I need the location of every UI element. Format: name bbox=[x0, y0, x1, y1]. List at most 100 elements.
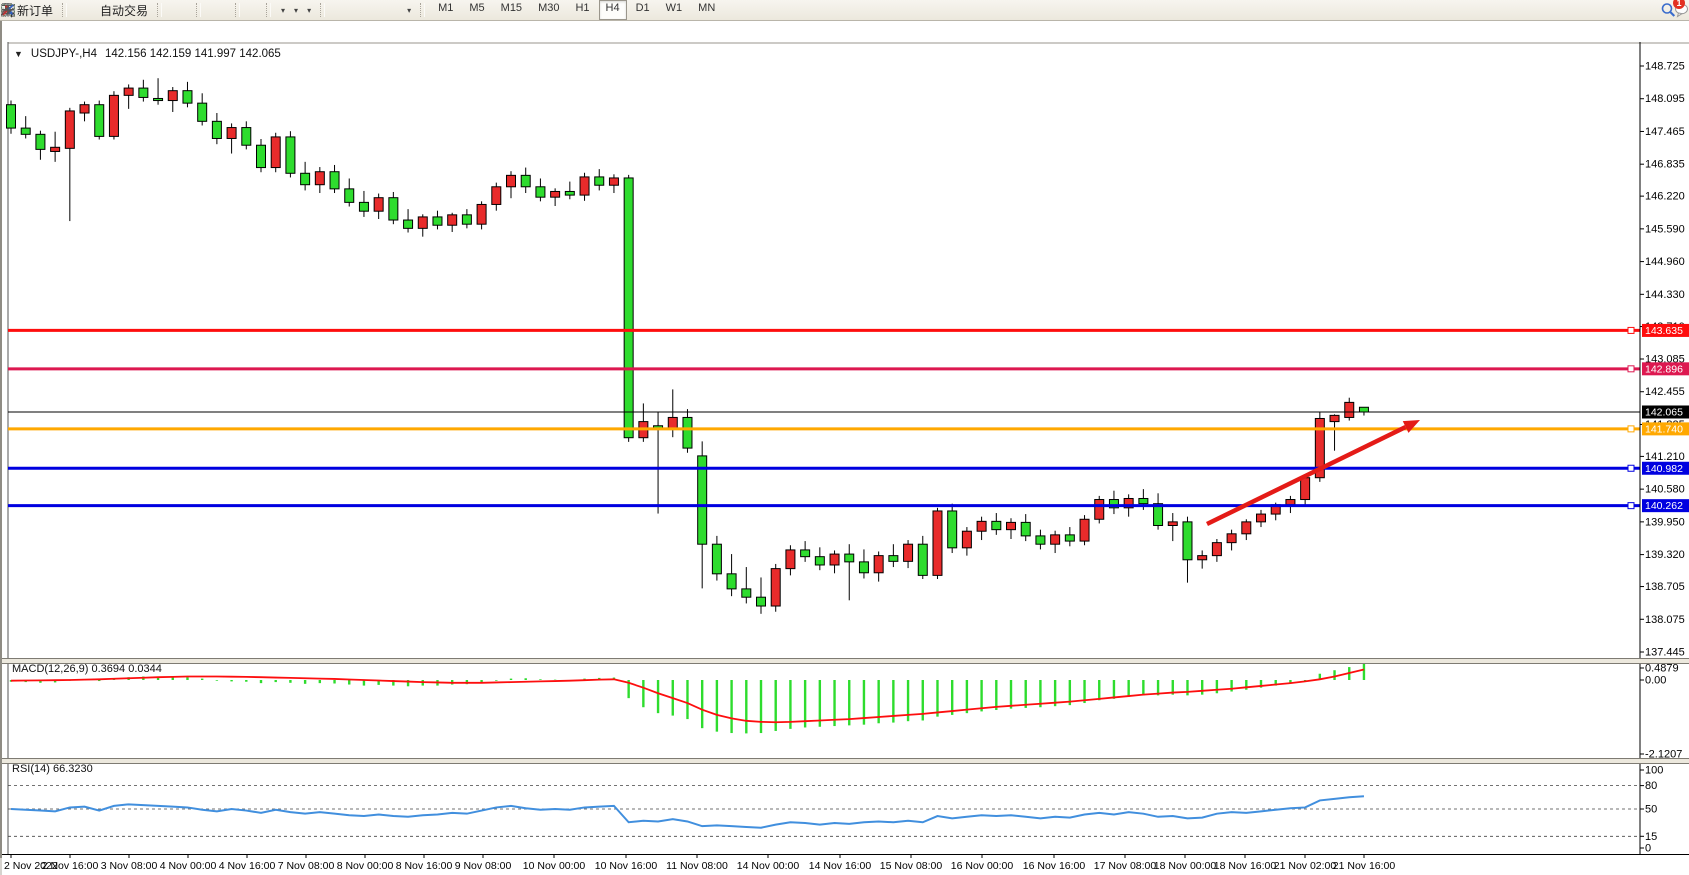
trend-arrow-head[interactable] bbox=[1402, 420, 1420, 433]
candle bbox=[285, 131, 296, 178]
support-line-orange-anchor[interactable] bbox=[1627, 425, 1635, 433]
text-button[interactable]: A bbox=[4, 0, 394, 20]
candle bbox=[1064, 527, 1075, 547]
new-order-button[interactable]: 新订单 bbox=[2, 0, 57, 20]
svg-text:A: A bbox=[4, 4, 13, 18]
timeframe-button-h1[interactable]: H1 bbox=[575, 2, 590, 14]
candle bbox=[800, 541, 811, 562]
notification-badge: 1 bbox=[1673, 0, 1685, 9]
zoom-out-button[interactable] bbox=[1, 0, 222, 20]
trendline-button[interactable] bbox=[1, 0, 370, 20]
support-line-blue-2-price-label: 140.262 bbox=[1645, 500, 1683, 512]
support-line-blue-2-anchor[interactable] bbox=[1627, 502, 1635, 510]
bar-chart-button[interactable] bbox=[2, 0, 175, 20]
candle bbox=[961, 527, 972, 556]
macd-label: MACD(12,26,9) 0.3694 0.0344 bbox=[12, 663, 162, 675]
indicators-button[interactable]: ▾ bbox=[1, 0, 289, 20]
notifications-button[interactable]: 1 bbox=[1673, 0, 1688, 20]
auto-scroll-button[interactable] bbox=[1, 0, 253, 20]
search-button[interactable] bbox=[1659, 0, 1676, 20]
crosshair-button[interactable] bbox=[2, 0, 346, 20]
tile-windows-button[interactable] bbox=[1, 0, 230, 20]
candlestick-button[interactable] bbox=[2, 0, 183, 20]
equidistant-channel-button[interactable]: E bbox=[1, 0, 378, 20]
rsi-tick-label: 50 bbox=[1645, 804, 1657, 816]
candle bbox=[64, 107, 75, 222]
chart-symbol-title: USDJPY-,H4 bbox=[30, 48, 97, 60]
chart-shift-button[interactable] bbox=[1, 0, 261, 20]
timeframe-button-d1[interactable]: D1 bbox=[635, 2, 650, 14]
support-line-blue-2-price-badge bbox=[1642, 499, 1689, 513]
candle bbox=[432, 210, 443, 230]
new-order-button-label: 新订单 bbox=[17, 3, 54, 18]
price-tick-label: 148.725 bbox=[1645, 61, 1685, 73]
time-tick-label: 11 Nov 08:00 bbox=[666, 860, 728, 872]
candle bbox=[682, 409, 693, 453]
main-toolbar: 新订单 自动交易 ▾ ▾ ▾ E F A T ▾ M1 M5 M15 M30 H1 H4 D1 W1 MN 1 bbox=[0, 0, 1689, 21]
candle bbox=[108, 91, 119, 140]
timeframe-button-h4[interactable]: H4 bbox=[598, 0, 627, 20]
candle bbox=[888, 544, 899, 568]
timeframe-button-m1[interactable]: M1 bbox=[438, 2, 454, 14]
timeframe-button-m15[interactable]: M15 bbox=[500, 2, 523, 14]
candle bbox=[388, 191, 399, 225]
chart-background bbox=[2, 42, 1689, 658]
panel-splitter-1[interactable] bbox=[2, 658, 1689, 664]
price-tick-label: 147.465 bbox=[1645, 126, 1685, 138]
cursor-button[interactable] bbox=[5, 0, 338, 20]
support-line-blue-1-anchor[interactable] bbox=[1627, 464, 1635, 472]
candle bbox=[344, 178, 355, 207]
timeframe-button-w1[interactable]: W1 bbox=[665, 2, 683, 14]
candle bbox=[976, 516, 987, 541]
zoom-in-button[interactable] bbox=[1, 0, 214, 20]
new-chart-button[interactable] bbox=[1, 0, 88, 20]
time-tick-label: 18 Nov 00:00 bbox=[1154, 860, 1217, 872]
arrows-group-icon bbox=[2, 4, 14, 16]
candle bbox=[1094, 495, 1105, 524]
templates-button[interactable]: ▾ bbox=[1, 0, 315, 20]
styler-button[interactable] bbox=[0, 0, 80, 20]
candle bbox=[50, 131, 61, 162]
panel-splitter-2[interactable] bbox=[2, 758, 1689, 764]
candle bbox=[726, 554, 737, 597]
candle bbox=[947, 503, 958, 554]
toolbar-grip bbox=[420, 3, 426, 17]
candle bbox=[417, 214, 428, 237]
rsi-panel[interactable]: 100 80 50 150 bbox=[2, 762, 1689, 855]
timeframe-button-m5[interactable]: M5 bbox=[469, 2, 485, 14]
toolbar-group-zoom bbox=[1, 0, 232, 20]
timeframe-button-m30[interactable]: M30 bbox=[538, 2, 560, 14]
periods-button[interactable]: ▾ bbox=[1, 0, 302, 20]
price-chart-panel[interactable]: 148.725 148.095 147.465 146.835 146.220 145.5… bbox=[2, 42, 1689, 658]
horizontal-line-button[interactable] bbox=[1, 0, 362, 20]
signals-button[interactable] bbox=[3, 0, 96, 20]
time-tick-label: 4 Nov 16:00 bbox=[219, 860, 276, 872]
candle bbox=[447, 212, 458, 232]
vertical-line-button[interactable] bbox=[5, 0, 354, 20]
chevron-down-icon: ▾ bbox=[307, 5, 312, 15]
timeframe-button-mn[interactable]: MN bbox=[698, 2, 716, 14]
candle bbox=[241, 121, 252, 150]
line-chart-button[interactable] bbox=[1, 0, 191, 20]
candle bbox=[1241, 519, 1252, 541]
candle bbox=[1167, 513, 1178, 542]
autotrading-button-label: 自动交易 bbox=[100, 3, 149, 18]
candle bbox=[1108, 490, 1119, 515]
fibonacci-button[interactable]: F bbox=[2, 0, 386, 20]
time-tick-label: 15 Nov 08:00 bbox=[880, 860, 943, 872]
time-tick-label: 18 Nov 16:00 bbox=[1214, 860, 1277, 872]
time-tick-label: 10 Nov 00:00 bbox=[523, 860, 586, 872]
chart-window: ▼ USDJPY-,H4 142.156 142.159 141.997 142… bbox=[0, 21, 1689, 875]
label-t-icon: T bbox=[1, 4, 15, 17]
resistance-line-1-anchor[interactable] bbox=[1627, 326, 1635, 334]
resistance-line-2-anchor[interactable] bbox=[1627, 365, 1635, 373]
candle bbox=[814, 547, 825, 571]
text-label-button[interactable]: T bbox=[1, 0, 402, 20]
one-click-trading-toggle[interactable]: ▼ bbox=[14, 49, 23, 59]
trend-arrow[interactable] bbox=[1206, 424, 1407, 527]
toolbar-group-drawing: E F A T ▾ bbox=[1, 0, 417, 20]
autotrading-button[interactable]: 自动交易 bbox=[3, 0, 152, 20]
arrows-button[interactable]: ▾ bbox=[2, 0, 415, 20]
